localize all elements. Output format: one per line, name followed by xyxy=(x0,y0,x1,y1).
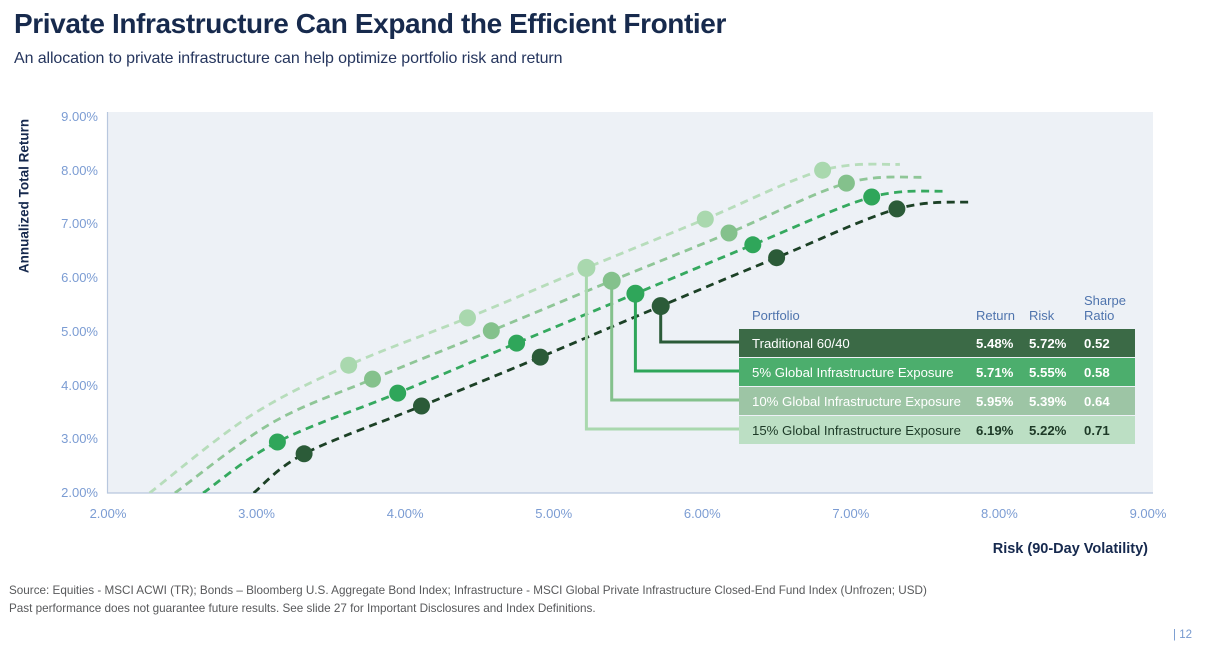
source-text-line1: Source: Equities - MSCI ACWI (TR); Bonds… xyxy=(9,584,927,597)
frontier-curves xyxy=(148,162,973,493)
table-row: 15% Global Infrastructure Exposure 6.19% 5… xyxy=(739,416,1135,444)
data-point xyxy=(814,161,832,179)
x-tick-label: 2.00% xyxy=(89,506,127,521)
table-row: 5% Global Infrastructure Exposure 5.71% 5.… xyxy=(739,358,1135,386)
data-point xyxy=(531,348,549,366)
source-text-line2: Past performance does not guarantee futu… xyxy=(9,602,596,615)
row-return-value: 6.19% xyxy=(976,422,1014,438)
frontier-curve xyxy=(174,175,924,493)
x-tick-label: 8.00% xyxy=(980,506,1018,521)
data-point xyxy=(295,445,313,463)
page-number: | 12 xyxy=(1173,629,1192,641)
y-tick-label: 8.00% xyxy=(61,162,98,178)
connector-line xyxy=(659,306,739,344)
data-point xyxy=(482,322,500,340)
header-risk: Risk xyxy=(1029,307,1055,323)
connector-line xyxy=(633,293,739,373)
row-risk-value: 5.22% xyxy=(1029,422,1067,438)
header-return: Return xyxy=(976,307,1016,323)
row-return-value: 5.48% xyxy=(976,335,1014,351)
row-sharpe-value: 0.64 xyxy=(1084,393,1110,409)
data-point xyxy=(863,188,881,206)
row-risk-value: 5.72% xyxy=(1029,335,1067,351)
row-portfolio-label: 15% Global Infrastructure Exposure xyxy=(752,422,961,438)
row-return-value: 5.95% xyxy=(976,393,1014,409)
y-tick-label: 3.00% xyxy=(61,431,98,447)
y-tick-label: 2.00% xyxy=(61,485,98,500)
x-tick-label: 9.00% xyxy=(1129,506,1167,521)
data-point xyxy=(888,200,906,218)
x-tick-label: 4.00% xyxy=(386,506,424,521)
x-tick-label: 7.00% xyxy=(832,506,870,521)
frontier-curve xyxy=(252,200,973,493)
data-point xyxy=(459,309,476,327)
data-point xyxy=(389,384,407,402)
y-tick-label: 5.00% xyxy=(61,323,98,339)
x-tick-label: 3.00% xyxy=(238,506,275,521)
row-sharpe-value: 0.52 xyxy=(1084,335,1110,351)
header-portfolio: Portfolio xyxy=(752,307,800,323)
highlighted-data-point xyxy=(626,284,645,303)
data-point xyxy=(744,236,762,254)
x-tick-label: 5.00% xyxy=(535,506,573,521)
efficient-frontier-chart xyxy=(106,112,1153,494)
highlighted-data-point xyxy=(577,258,596,277)
y-tick-label: 4.00% xyxy=(61,377,98,393)
page-subtitle: An allocation to private infrastructure … xyxy=(14,50,563,67)
row-risk-value: 5.39% xyxy=(1029,393,1067,409)
y-tick-label: 6.00% xyxy=(61,270,98,286)
data-point xyxy=(268,433,286,451)
x-tick-label: 6.00% xyxy=(683,506,721,521)
y-tick-label: 7.00% xyxy=(61,216,98,232)
row-portfolio-label: 5% Global Infrastructure Exposure xyxy=(752,364,954,380)
data-point xyxy=(837,174,855,192)
row-risk-value: 5.55% xyxy=(1029,364,1067,380)
table-row: Traditional 60/40 5.48% 5.72% 0.52 xyxy=(739,329,1135,357)
portfolio-table-header: Portfolio Return Risk Sharpe Ratio xyxy=(739,293,1135,328)
highlighted-data-point xyxy=(651,297,670,316)
data-point xyxy=(768,249,786,267)
header-sharpe-ratio: Sharpe Ratio xyxy=(1084,293,1126,323)
y-tick-label: 9.00% xyxy=(61,109,98,124)
table-row: 10% Global Infrastructure Exposure 5.95% 5… xyxy=(739,387,1135,415)
data-point xyxy=(720,224,738,242)
row-portfolio-label: 10% Global Infrastructure Exposure xyxy=(752,393,961,409)
data-point xyxy=(340,356,358,374)
connector-line xyxy=(584,267,739,431)
data-point xyxy=(696,210,714,228)
x-axis-title: Risk (90-Day Volatility) xyxy=(992,541,1148,557)
data-point xyxy=(508,334,526,352)
frontier-curve xyxy=(148,162,901,493)
row-sharpe-value: 0.58 xyxy=(1084,364,1110,380)
highlighted-data-point xyxy=(602,271,621,290)
row-return-value: 5.71% xyxy=(976,364,1014,380)
scatter-dots xyxy=(268,161,906,463)
data-point xyxy=(364,370,381,388)
frontier-curve xyxy=(202,189,947,493)
row-sharpe-value: 0.71 xyxy=(1084,422,1110,438)
portfolio-table: Portfolio Return Risk Sharpe Ratio Tradi… xyxy=(739,293,1135,444)
row-portfolio-label: Traditional 60/40 xyxy=(752,335,850,351)
connector-line xyxy=(610,280,739,402)
data-point xyxy=(413,397,430,415)
table-connectors xyxy=(584,267,739,431)
portfolio-table-rows: Traditional 60/40 5.48% 5.72% 0.52 5% Global… xyxy=(739,329,1135,444)
page-title: Private Infrastructure Can Expand the Ef… xyxy=(14,8,726,39)
axis-lines xyxy=(106,112,1153,494)
